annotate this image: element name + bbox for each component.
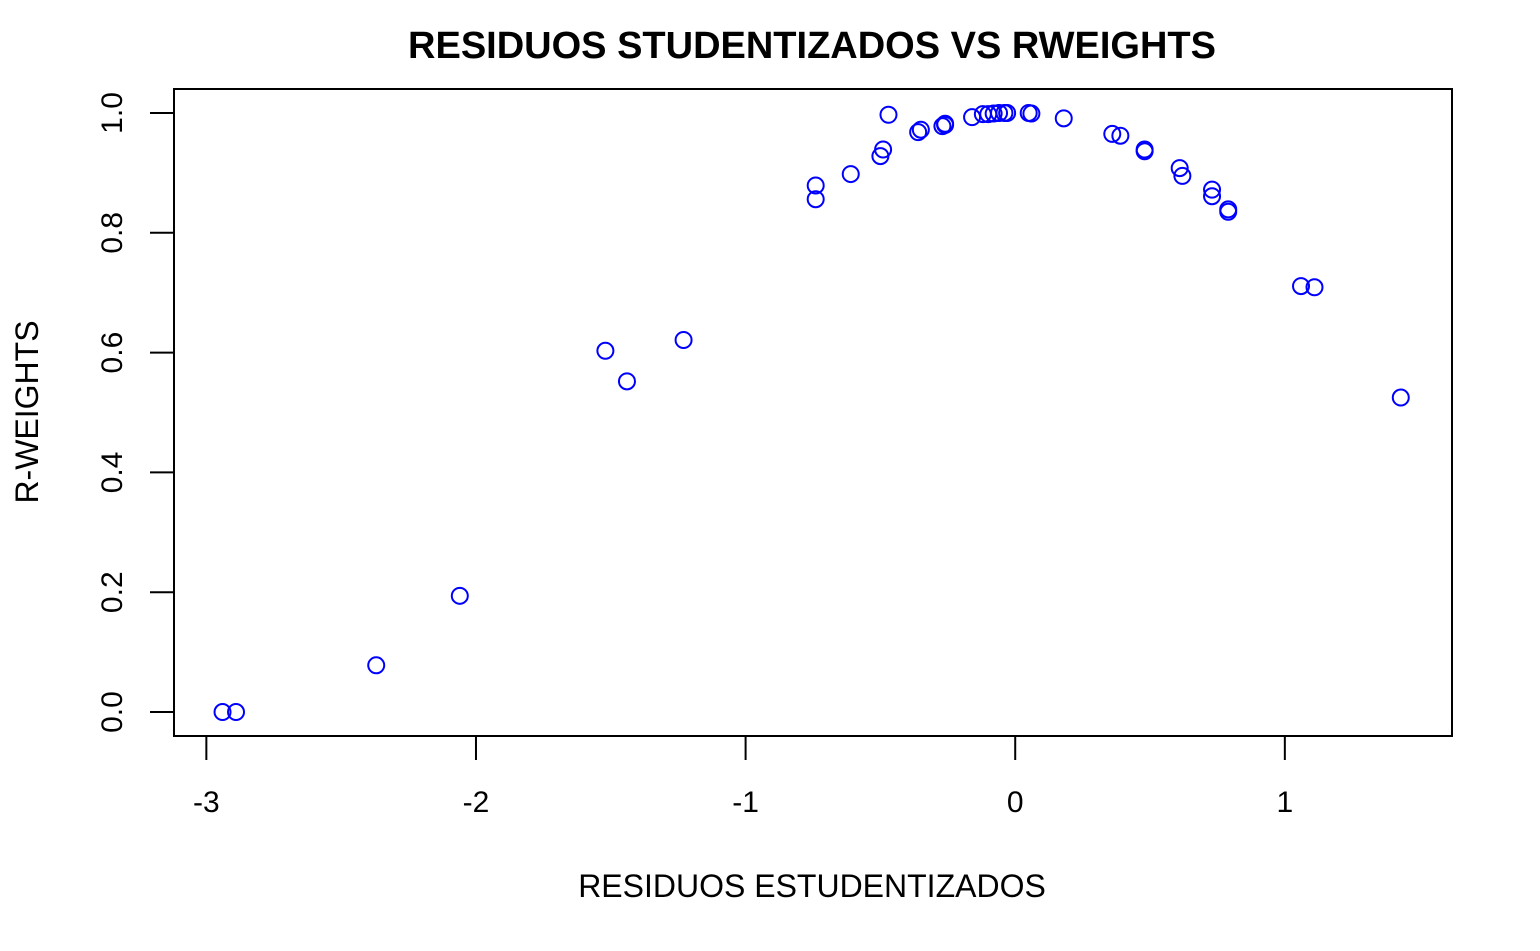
data-point: [936, 115, 955, 134]
data-point: [1135, 142, 1154, 161]
data-point: [1203, 187, 1222, 206]
y-tick-label: 1.0: [96, 92, 129, 134]
x-axis: -3 -2 -1 0 1: [193, 735, 1293, 819]
data-point: [990, 103, 1009, 122]
data-point: [1203, 180, 1222, 199]
data-point: [963, 108, 982, 127]
data-point: [1173, 166, 1192, 185]
y-axis: 0.0 0.2 0.4 0.6 0.8 1.0: [96, 92, 175, 733]
data-point: [806, 176, 825, 195]
x-tick-label: -3: [193, 786, 220, 819]
y-tick-label: 0.2: [96, 571, 129, 613]
data-point: [879, 105, 898, 124]
data-point: [1054, 109, 1073, 128]
data-point: [1170, 159, 1189, 178]
data-point: [1305, 278, 1324, 297]
x-tick-label: 1: [1276, 786, 1293, 819]
data-point: [213, 703, 232, 722]
data-point: [984, 104, 1003, 123]
chart-title: RESIDUOS STUDENTIZADOS VS RWEIGHTS: [408, 25, 1216, 67]
data-point: [841, 165, 860, 184]
y-tick-label: 0.0: [96, 691, 129, 733]
data-points: [213, 103, 1410, 722]
data-point: [806, 190, 825, 209]
data-point: [450, 586, 469, 605]
data-point: [367, 656, 386, 675]
x-axis-label: RESIDUOS ESTUDENTIZADOS: [578, 868, 1046, 904]
data-point: [874, 140, 893, 159]
x-tick-label: -2: [463, 786, 490, 819]
data-point: [674, 331, 693, 350]
data-point: [911, 120, 930, 139]
data-point: [227, 703, 246, 722]
x-tick-label: 0: [1007, 786, 1024, 819]
plot-frame: [173, 88, 1453, 737]
y-axis-label: R-WEIGHTS: [9, 320, 45, 503]
data-point: [617, 372, 636, 391]
y-tick-label: 0.4: [96, 452, 129, 494]
x-tick-label: -1: [732, 786, 759, 819]
y-tick-label: 0.6: [96, 332, 129, 374]
data-point: [909, 123, 928, 142]
data-point: [1391, 388, 1410, 407]
data-point: [1022, 104, 1041, 123]
data-point: [998, 103, 1017, 122]
data-point: [1111, 126, 1130, 145]
data-point: [1219, 202, 1238, 221]
data-point: [596, 341, 615, 360]
data-point: [1103, 124, 1122, 143]
y-tick-label: 0.8: [96, 212, 129, 254]
data-point: [1292, 277, 1311, 296]
